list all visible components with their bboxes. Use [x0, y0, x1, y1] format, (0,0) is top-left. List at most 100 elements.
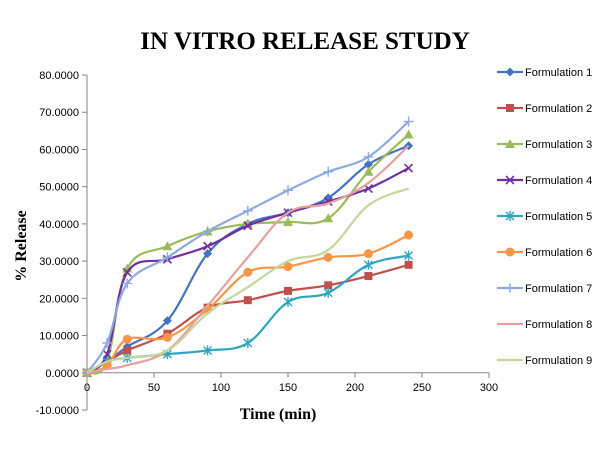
- data-point: [363, 151, 374, 162]
- legend: Formulation 1 Formulation 2 Formulation 3 F…: [497, 67, 592, 367]
- data-point: [162, 332, 172, 342]
- data-point: [323, 213, 334, 223]
- x-tick-label: 100: [212, 382, 230, 394]
- x-tick-label: 0: [84, 382, 90, 394]
- legend-label: Formulation 1: [525, 67, 592, 79]
- marker-stroke: [203, 241, 213, 251]
- series-8: [86, 144, 410, 374]
- y-tick-label: 80.0000: [39, 70, 79, 82]
- data-point: [404, 260, 413, 269]
- data-point: [102, 349, 112, 359]
- legend-entry: Formulation 5: [497, 211, 592, 223]
- data-point: [323, 166, 334, 177]
- data-point: [242, 205, 253, 216]
- data-point: [283, 185, 293, 196]
- legend-entry: Formulation 6: [497, 247, 592, 259]
- series-lines: [82, 116, 414, 378]
- series-line: [86, 144, 410, 374]
- data-point: [202, 226, 213, 237]
- data-point: [404, 230, 414, 240]
- y-tick-label: 60.0000: [39, 144, 79, 156]
- x-tick-label: 50: [148, 382, 160, 394]
- data-point: [243, 338, 253, 348]
- axes: -10.0000 0.0000 10.0000 20.0000 30.0000 40.00…: [36, 70, 499, 417]
- series-7: [82, 116, 414, 378]
- y-tick-label: 20.0000: [39, 293, 79, 305]
- data-point: [122, 334, 132, 344]
- chart-title: IN VITRO RELEASE STUDY: [140, 28, 470, 55]
- legend-label: Formulation 9: [525, 355, 592, 367]
- y-tick-label: 0.0000: [45, 368, 79, 380]
- data-point: [203, 345, 213, 356]
- marker-stroke: [505, 175, 515, 185]
- series-line: [86, 234, 410, 374]
- data-point: [243, 267, 253, 277]
- data-point: [162, 241, 173, 251]
- marker-stroke: [243, 221, 253, 231]
- data-point: [122, 278, 133, 289]
- legend-entry: Formulation 8: [497, 319, 592, 331]
- series-line: [86, 187, 410, 374]
- data-point: [203, 241, 213, 251]
- legend-marker: [505, 67, 515, 77]
- series-9: [86, 187, 410, 374]
- data-point: [284, 286, 292, 295]
- data-point: [403, 129, 414, 139]
- legend-entry: Formulation 2: [497, 103, 592, 115]
- data-point: [283, 297, 293, 308]
- legend-marker: [506, 104, 514, 112]
- data-point: [324, 281, 333, 290]
- x-tick-label: 250: [413, 382, 431, 394]
- marker-stroke: [404, 163, 414, 173]
- marker-stroke: [363, 183, 373, 194]
- data-point: [404, 163, 414, 173]
- data-point: [243, 221, 253, 231]
- data-point: [123, 346, 132, 355]
- data-point: [323, 287, 333, 298]
- legend-label: Formulation 5: [525, 211, 592, 223]
- data-point: [363, 249, 373, 259]
- legend-marker: [505, 211, 515, 221]
- data-point: [122, 267, 132, 277]
- data-point: [162, 252, 173, 263]
- y-axis-title: % Release: [13, 210, 30, 282]
- legend-label: Formulation 3: [525, 139, 592, 151]
- legend-marker: [505, 247, 515, 257]
- y-tick-label: 50.0000: [39, 182, 79, 194]
- legend-entry: Formulation 9: [497, 355, 592, 367]
- y-tick-label: 30.0000: [39, 256, 79, 268]
- data-point: [363, 166, 374, 176]
- x-tick-label: 300: [480, 382, 498, 394]
- data-point: [363, 259, 373, 270]
- legend-entry: Formulation 1: [497, 67, 592, 79]
- legend-entry: Formulation 3: [497, 139, 592, 151]
- legend-label: Formulation 8: [525, 319, 592, 331]
- legend-label: Formulation 4: [525, 175, 592, 187]
- data-point: [363, 159, 373, 169]
- data-point: [283, 217, 293, 227]
- data-point: [323, 252, 333, 262]
- legend-marker: [505, 283, 515, 293]
- legend-label: Formulation 7: [525, 283, 592, 295]
- data-point: [404, 250, 414, 261]
- marker-stroke: [102, 349, 112, 359]
- y-tick-label: -10.0000: [36, 405, 79, 417]
- y-tick-label: 70.0000: [39, 107, 79, 119]
- x-tick-label: 150: [279, 382, 297, 394]
- data-point: [283, 262, 293, 272]
- series-line: [86, 263, 409, 374]
- legend-entry: Formulation 4: [497, 175, 592, 187]
- legend-marker: [505, 175, 515, 185]
- marker-stroke: [122, 267, 132, 277]
- y-tick-label: 10.0000: [39, 331, 79, 343]
- x-tick-label: 200: [346, 382, 364, 394]
- data-point: [403, 116, 414, 127]
- legend-label: Formulation 2: [525, 103, 592, 115]
- series-6: [82, 230, 414, 378]
- x-axis-title: Time (min): [240, 406, 317, 423]
- legend-entry: Formulation 7: [497, 283, 592, 295]
- data-point: [162, 316, 172, 326]
- series-line: [86, 120, 410, 374]
- data-point: [102, 338, 113, 348]
